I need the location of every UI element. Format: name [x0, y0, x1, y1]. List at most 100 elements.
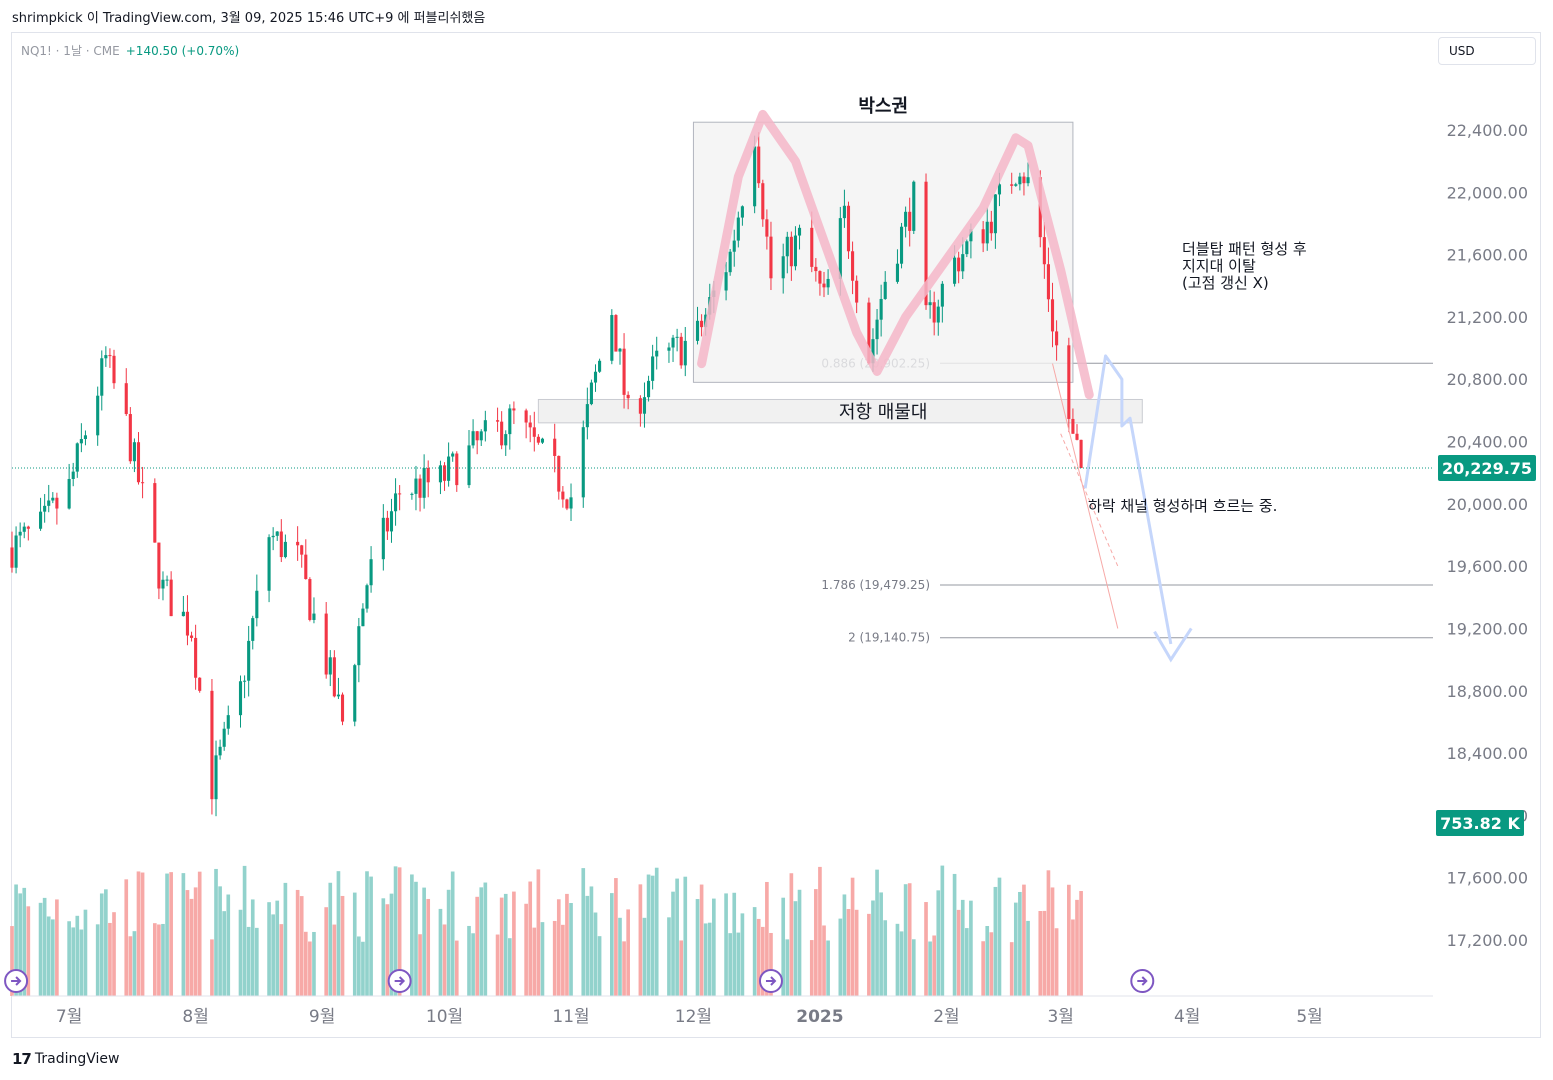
- volume-bar: [528, 881, 533, 996]
- candle-body: [536, 436, 540, 443]
- candle: [1022, 172, 1026, 196]
- volume-bar: [250, 899, 255, 996]
- volume-bar: [385, 904, 390, 996]
- candle: [536, 434, 540, 445]
- candle: [724, 261, 728, 301]
- candle-body: [757, 146, 761, 184]
- candle: [451, 451, 455, 462]
- candle-body: [55, 497, 59, 509]
- volume-bar: [814, 889, 818, 996]
- candle-body: [169, 579, 173, 617]
- candle: [357, 617, 361, 683]
- candle-body: [165, 579, 169, 581]
- candle: [508, 404, 512, 450]
- volume-bar: [1022, 884, 1026, 996]
- volume-bar: [499, 897, 504, 996]
- volume-bar: [197, 871, 202, 996]
- candle-body: [389, 511, 394, 532]
- candle: [793, 226, 798, 271]
- candle: [679, 332, 683, 369]
- currency-button[interactable]: USD: [1438, 37, 1536, 65]
- candle-body: [271, 535, 275, 538]
- candle: [626, 391, 630, 410]
- candle-body: [993, 194, 997, 234]
- x-tick-label: 11월: [552, 1007, 589, 1027]
- volume-bar: [1067, 884, 1071, 996]
- candle-body: [394, 493, 398, 512]
- volume-bar: [867, 913, 871, 996]
- candle: [851, 241, 855, 295]
- event-marker-icon[interactable]: [1130, 969, 1155, 993]
- candle: [532, 411, 536, 452]
- candle-body: [700, 320, 704, 328]
- candle-body: [451, 453, 455, 457]
- candle: [683, 326, 687, 377]
- candle: [504, 430, 508, 456]
- candle-body: [842, 205, 846, 219]
- projection-arrow: [1083, 354, 1173, 645]
- candle-body: [369, 559, 373, 586]
- volume-bar: [1079, 891, 1083, 996]
- event-marker-icon[interactable]: [758, 969, 783, 993]
- candle-body: [928, 302, 932, 306]
- volume-bar: [879, 892, 883, 996]
- symbol-label[interactable]: NQ1! · 1날 · CME: [21, 44, 120, 58]
- volume-bar: [50, 919, 55, 996]
- candle-body: [83, 435, 88, 440]
- candle-body: [761, 183, 765, 220]
- volume-bar: [765, 881, 769, 996]
- volume-bar: [740, 913, 745, 996]
- volume-bar: [218, 886, 222, 996]
- y-tick-label: 21,200.00: [1447, 308, 1528, 327]
- volume-bar: [1054, 928, 1059, 996]
- candle: [561, 486, 565, 508]
- candle: [875, 309, 879, 355]
- fib-level-label: 1.786 (19,479.25): [821, 578, 930, 592]
- volume-bar: [475, 896, 479, 996]
- event-marker-icon[interactable]: [4, 969, 29, 993]
- candle: [218, 739, 222, 760]
- candle-body: [904, 211, 908, 227]
- candle-body: [957, 257, 961, 272]
- volume-bar: [667, 917, 671, 996]
- candle-body: [532, 427, 536, 437]
- volume-bar: [26, 906, 31, 996]
- volume-bar: [956, 909, 961, 996]
- volume-bar: [707, 922, 712, 996]
- volume-bar: [365, 871, 369, 996]
- candle-body: [851, 251, 855, 281]
- volume-bar: [940, 865, 945, 996]
- volume-bar: [336, 871, 341, 996]
- event-marker-icon[interactable]: [387, 969, 412, 993]
- candle-body: [479, 431, 483, 441]
- candle-body: [238, 681, 243, 716]
- volume-bar: [1009, 942, 1014, 996]
- candle-body: [128, 414, 132, 462]
- volume-bar: [536, 869, 541, 996]
- last-price-label: 20,229.75: [1442, 459, 1532, 478]
- candle-body: [247, 640, 251, 681]
- candle-body: [414, 478, 418, 494]
- brand-name: TradingView: [34, 1051, 120, 1067]
- candle-body: [899, 226, 904, 264]
- candle-body: [671, 337, 675, 348]
- y-tick-label: 19,200.00: [1447, 619, 1528, 638]
- candle: [214, 740, 218, 817]
- candle: [108, 348, 112, 368]
- candle: [361, 603, 365, 627]
- candle-body: [296, 541, 300, 546]
- candle-body: [455, 453, 459, 486]
- footer-brand[interactable]: 17 TradingView: [12, 1050, 119, 1068]
- volume-bar: [67, 921, 71, 996]
- volume-bar: [279, 924, 284, 996]
- candle-body: [740, 206, 744, 218]
- candle-body: [1075, 433, 1079, 440]
- candle-body: [132, 442, 136, 462]
- candle-body: [353, 665, 357, 722]
- candle-body: [324, 613, 328, 675]
- candle: [422, 454, 426, 509]
- candle: [475, 430, 479, 455]
- volume-bar: [610, 893, 614, 996]
- volume-bar: [422, 887, 426, 996]
